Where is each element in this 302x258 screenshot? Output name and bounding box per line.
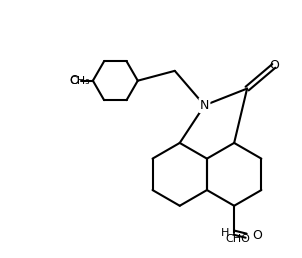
Text: O: O [252, 229, 262, 242]
Text: H: H [221, 228, 230, 238]
Text: N: N [200, 99, 209, 112]
Text: O: O [269, 59, 279, 72]
Text: O: O [69, 74, 79, 87]
Text: CHO: CHO [226, 234, 251, 244]
Text: CH₃: CH₃ [69, 76, 90, 86]
